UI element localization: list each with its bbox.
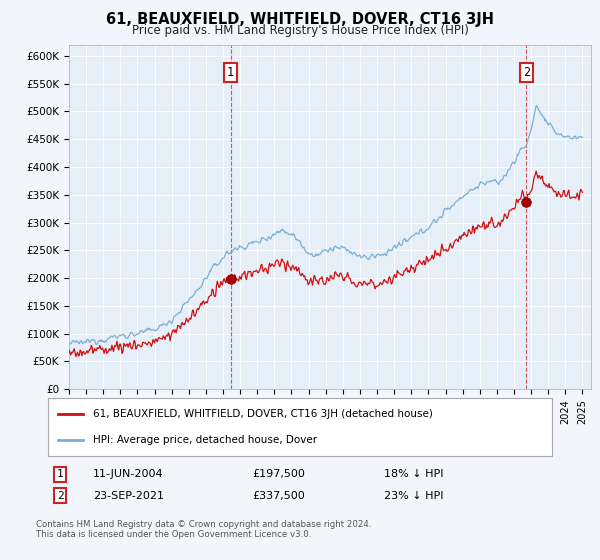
Text: 18% ↓ HPI: 18% ↓ HPI bbox=[384, 469, 443, 479]
Text: 2: 2 bbox=[523, 66, 530, 79]
Text: £337,500: £337,500 bbox=[252, 491, 305, 501]
Text: £197,500: £197,500 bbox=[252, 469, 305, 479]
Text: 61, BEAUXFIELD, WHITFIELD, DOVER, CT16 3JH: 61, BEAUXFIELD, WHITFIELD, DOVER, CT16 3… bbox=[106, 12, 494, 27]
Text: Price paid vs. HM Land Registry's House Price Index (HPI): Price paid vs. HM Land Registry's House … bbox=[131, 24, 469, 36]
Text: 1: 1 bbox=[56, 469, 64, 479]
Text: Contains HM Land Registry data © Crown copyright and database right 2024.
This d: Contains HM Land Registry data © Crown c… bbox=[36, 520, 371, 539]
Text: 23% ↓ HPI: 23% ↓ HPI bbox=[384, 491, 443, 501]
Text: 2: 2 bbox=[56, 491, 64, 501]
Text: 61, BEAUXFIELD, WHITFIELD, DOVER, CT16 3JH (detached house): 61, BEAUXFIELD, WHITFIELD, DOVER, CT16 3… bbox=[94, 409, 433, 419]
Text: 1: 1 bbox=[227, 66, 234, 79]
Text: 11-JUN-2004: 11-JUN-2004 bbox=[93, 469, 164, 479]
Text: 23-SEP-2021: 23-SEP-2021 bbox=[93, 491, 164, 501]
Text: HPI: Average price, detached house, Dover: HPI: Average price, detached house, Dove… bbox=[94, 435, 317, 445]
